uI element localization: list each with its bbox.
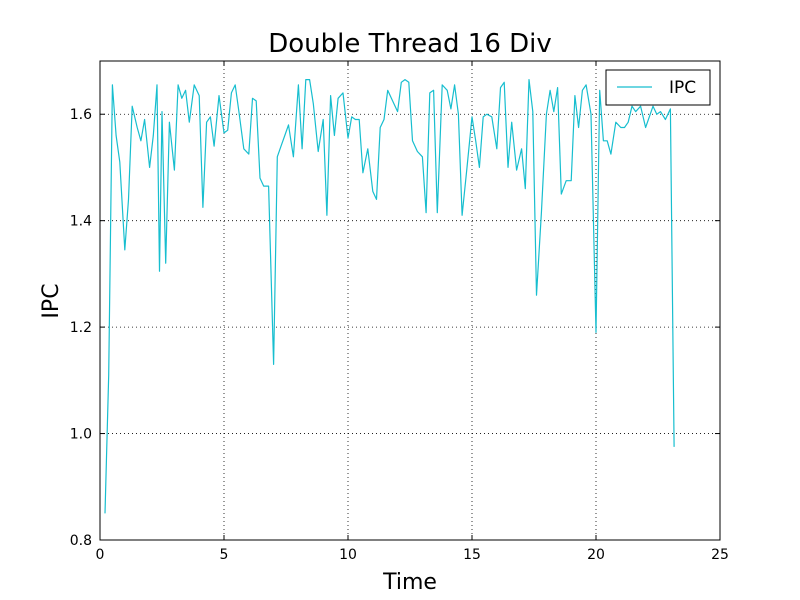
x-tick-labels: 0 5 10 15 20 25 xyxy=(96,547,729,563)
x-tick-label: 25 xyxy=(711,547,729,563)
x-tick-label: 15 xyxy=(463,547,481,563)
x-tick-label: 5 xyxy=(220,547,229,563)
y-tick-label: 1.2 xyxy=(70,320,92,336)
x-tick-label: 20 xyxy=(587,547,605,563)
y-tick-label: 0.8 xyxy=(70,533,92,549)
chart-title: Double Thread 16 Div xyxy=(268,29,552,59)
grid xyxy=(100,61,720,540)
series-layer xyxy=(104,78,675,514)
y-tick-label: 1.0 xyxy=(70,427,92,443)
y-tick-label: 1.4 xyxy=(70,214,92,230)
series-line-ipc xyxy=(104,78,675,514)
x-tick-label: 0 xyxy=(96,547,105,563)
y-axis-label: IPC xyxy=(39,283,64,318)
plot-frame xyxy=(99,60,721,541)
y-tick-label: 1.6 xyxy=(70,107,92,123)
y-tick-labels: 0.8 1.0 1.2 1.4 1.6 xyxy=(70,107,92,549)
x-tick-label: 10 xyxy=(339,547,357,563)
legend-label-ipc: IPC xyxy=(669,78,696,98)
x-axis-label: Time xyxy=(382,570,437,595)
legend: IPC xyxy=(605,69,711,106)
